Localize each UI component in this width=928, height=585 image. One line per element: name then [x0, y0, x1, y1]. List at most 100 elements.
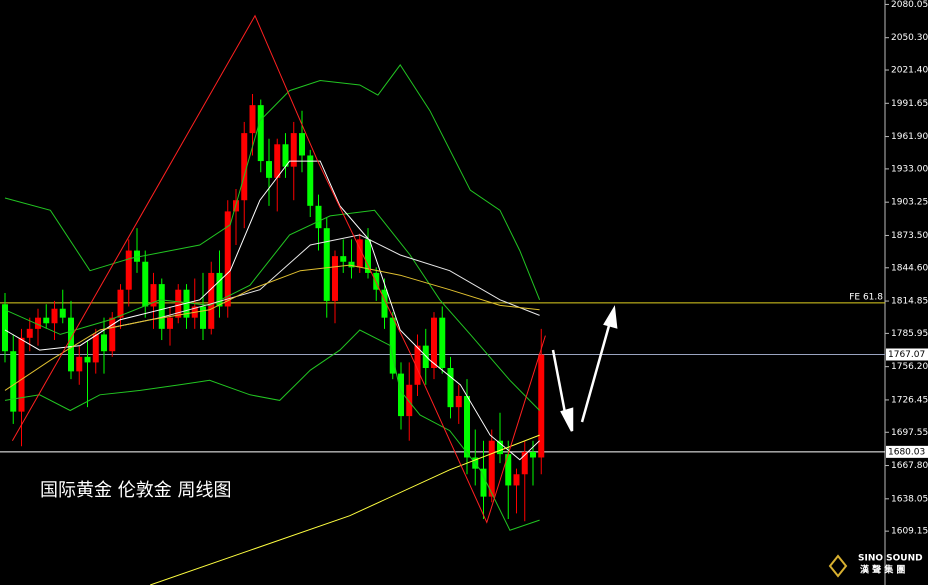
logo-sub: 漢 聲 集 團	[860, 564, 905, 576]
candle-body	[406, 384, 413, 417]
y-tick-label: 1903.25	[891, 198, 928, 208]
candle-body	[398, 373, 404, 417]
y-tick-label: 1726.45	[891, 395, 928, 405]
candle-body	[26, 328, 33, 338]
candle-body	[158, 284, 165, 329]
arrows	[551, 305, 618, 432]
candle-body	[365, 239, 371, 273]
candle-body	[200, 306, 206, 329]
candle-body	[274, 144, 281, 178]
candle-body	[257, 105, 264, 162]
candle-body	[150, 284, 157, 307]
y-tick-label: 1961.90	[891, 132, 928, 142]
y-tick-label: 1667.80	[891, 461, 928, 471]
arrow-head	[560, 407, 574, 432]
y-tick-label: 1609.15	[891, 527, 928, 537]
candle-body	[76, 356, 83, 372]
overlay-line	[4, 329, 540, 531]
logo: SINO SOUND 漢 聲 集 團	[828, 554, 923, 578]
candle-body	[447, 368, 454, 408]
candle-body	[142, 261, 149, 307]
y-tick-label: 1814.85	[891, 297, 928, 307]
candle-body	[266, 161, 272, 178]
candle-body	[307, 155, 314, 206]
candle-body	[101, 334, 107, 352]
candle-body	[10, 351, 17, 412]
y-tick-label: 1697.55	[891, 428, 928, 438]
candle-body	[414, 345, 421, 385]
overlay-line	[99, 234, 540, 331]
y-tick-label: 1756.20	[891, 362, 928, 372]
price-label: 1767.07	[888, 350, 925, 360]
overlay-line	[11, 14, 546, 524]
candle-body	[51, 308, 58, 324]
candle-body	[216, 272, 223, 307]
candle-body	[290, 133, 297, 167]
candle-body	[323, 228, 330, 301]
candle-body	[208, 272, 215, 329]
y-tick-label: 1785.95	[891, 329, 928, 339]
candle-body	[521, 451, 528, 475]
overlay-line	[4, 209, 540, 411]
candle-body	[439, 317, 446, 369]
y-tick-label: 2050.30	[891, 33, 928, 43]
candle-body	[68, 317, 74, 372]
candle-body	[431, 317, 437, 369]
candle-body	[480, 468, 487, 497]
price-box	[886, 445, 928, 458]
arrow-head	[603, 305, 618, 329]
candle-body	[125, 250, 132, 290]
logo-icon	[828, 554, 848, 578]
candle-body	[381, 289, 388, 318]
candle-body	[348, 261, 355, 268]
candle-body	[455, 395, 462, 408]
candle-body	[373, 272, 380, 290]
candle-body	[241, 133, 248, 201]
candle-body	[315, 205, 322, 229]
candle-body	[43, 317, 50, 324]
candle-body	[538, 354, 545, 458]
candle-body	[134, 250, 140, 262]
overlay-line	[4, 160, 540, 461]
candle-body	[389, 317, 396, 374]
y-tick-label: 1873.50	[891, 231, 928, 241]
candle-body	[464, 395, 470, 458]
overlay-line	[4, 264, 540, 391]
candle-body	[109, 317, 116, 352]
logo-name: SINO SOUND	[858, 554, 923, 564]
candle-body	[332, 256, 338, 301]
candle-body	[117, 289, 124, 318]
arrow-up	[580, 321, 612, 423]
candle-body	[530, 451, 536, 458]
candle-body	[35, 317, 41, 329]
overlay-line	[4, 64, 541, 300]
candle-body	[356, 239, 363, 268]
price-label: 1680.03	[888, 447, 925, 457]
y-tick-label: 1991.65	[891, 99, 928, 109]
y-tick-label: 1933.00	[891, 164, 928, 174]
candle-body	[249, 105, 256, 134]
candle-body	[59, 308, 66, 318]
candle-body	[282, 144, 289, 167]
candle-body	[505, 454, 512, 486]
y-tick-label: 1638.05	[891, 494, 928, 504]
y-tick-label: 2080.05	[891, 0, 928, 10]
candle-body	[224, 211, 231, 307]
candle-body	[340, 256, 347, 262]
candle-body	[183, 289, 190, 318]
candle-body	[488, 440, 495, 497]
price-box	[886, 348, 928, 361]
y-tick-label: 2021.40	[891, 66, 928, 76]
plot: FE 61.8	[0, 14, 885, 585]
candle-body	[167, 317, 173, 329]
candle-body	[18, 337, 25, 412]
overlay-line	[150, 434, 540, 585]
candle-body	[497, 440, 503, 455]
level-label: FE 61.8	[849, 292, 883, 302]
y-tick-label: 1844.60	[891, 263, 928, 273]
candle-body	[422, 345, 429, 369]
candle-body	[513, 474, 520, 486]
candle-body	[299, 133, 305, 156]
arrow-down	[551, 349, 568, 419]
